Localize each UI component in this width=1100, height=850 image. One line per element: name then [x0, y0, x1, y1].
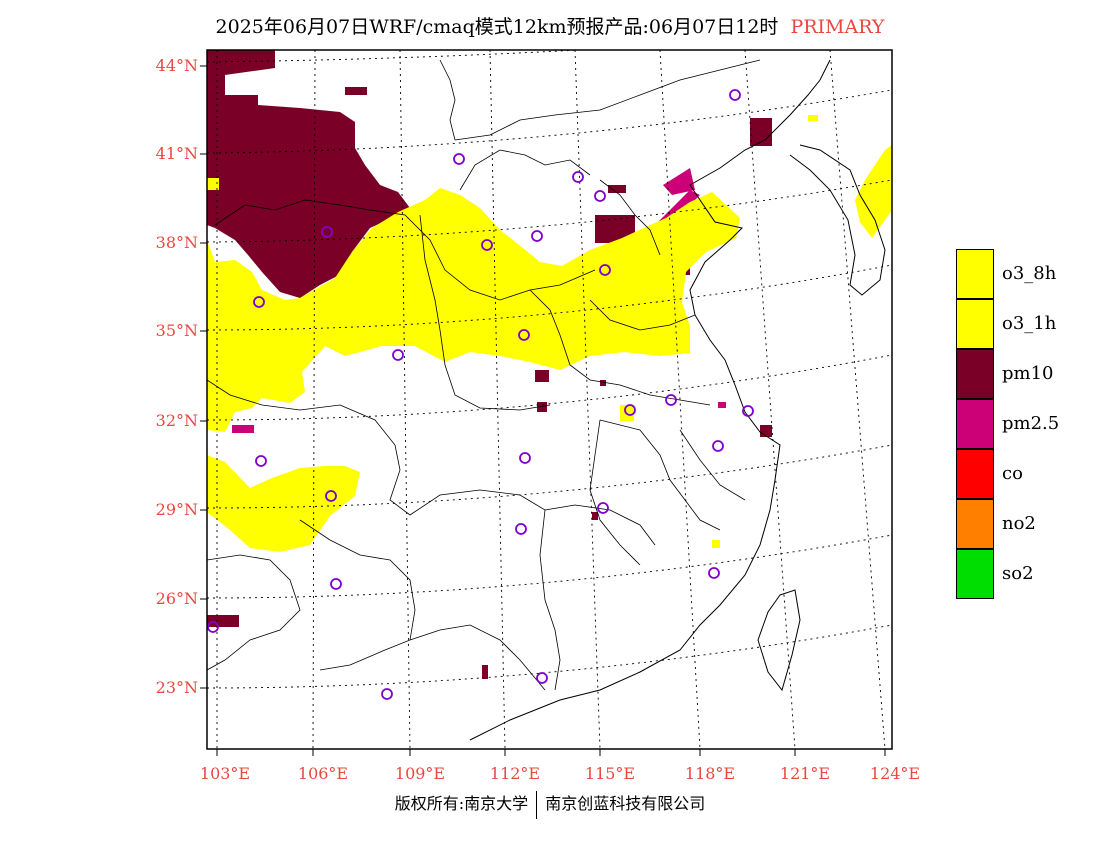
o3-region-southwest	[207, 455, 360, 552]
legend-label-co: co	[1002, 463, 1023, 484]
o3-region-main	[207, 188, 740, 432]
lon-label-112: 112°E	[489, 764, 541, 783]
map-frame	[206, 49, 893, 750]
lat-label-26: 26°N	[155, 589, 198, 608]
copyright-right: 南京创蓝科技有限公司	[545, 794, 706, 813]
title-main: 2025年06月07日WRF/cmaq模式12km预报产品:06月07日12时	[215, 16, 779, 38]
lat-label-29: 29°N	[155, 500, 198, 519]
legend-swatch-pm10	[956, 349, 994, 399]
legend-swatch-o3-8h	[956, 249, 994, 299]
legend-swatch-pm25	[956, 399, 994, 449]
legend-swatch-so2	[956, 549, 994, 599]
legend-swatch-o3-1h	[956, 299, 994, 349]
lat-label-38: 38°N	[155, 233, 198, 252]
title-tag: PRIMARY	[790, 16, 885, 38]
map-content	[207, 50, 892, 749]
coast-northeast	[789, 144, 886, 296]
lon-label-118: 118°E	[684, 764, 736, 783]
lat-label-32: 32°N	[155, 411, 198, 430]
lon-label-115: 115°E	[584, 764, 636, 783]
lat-label-35: 35°N	[155, 321, 198, 340]
lon-label-124: 124°E	[869, 764, 921, 783]
borders	[207, 59, 761, 691]
legend-label-pm10: pm10	[1002, 363, 1054, 384]
graticule	[207, 50, 892, 749]
map-title: 2025年06月07日WRF/cmaq模式12km预报产品:06月07日12时 P…	[0, 12, 1100, 39]
o3-region-northeast	[855, 145, 892, 238]
legend-swatch-no2	[956, 499, 994, 549]
copyright-left: 版权所有:南京大学	[394, 794, 529, 813]
o3-patches	[207, 115, 818, 548]
axis-ticks	[200, 65, 886, 756]
legend-label-o3-1h: o3_1h	[1002, 313, 1057, 334]
legend-label-no2: no2	[1002, 513, 1036, 534]
lat-label-44: 44°N	[155, 56, 198, 75]
lat-label-23: 23°N	[155, 678, 198, 697]
copyright: 版权所有:南京大学 南京创蓝科技有限公司	[0, 790, 1100, 819]
pm10-region-northwest	[207, 50, 410, 298]
legend-swatch-co	[956, 449, 994, 499]
legend-label-o3-8h: o3_8h	[1002, 263, 1057, 284]
lon-label-106: 106°E	[297, 764, 349, 783]
stations	[207, 89, 754, 700]
legend-label-pm25: pm2.5	[1002, 413, 1060, 434]
lon-label-109: 109°E	[394, 764, 446, 783]
coastline	[469, 59, 831, 741]
lat-label-41: 41°N	[155, 144, 198, 163]
lon-label-121: 121°E	[779, 764, 831, 783]
lon-label-103: 103°E	[199, 764, 251, 783]
copyright-separator	[536, 790, 538, 819]
legend-label-so2: so2	[1002, 563, 1034, 584]
taiwan-outline	[757, 589, 801, 692]
